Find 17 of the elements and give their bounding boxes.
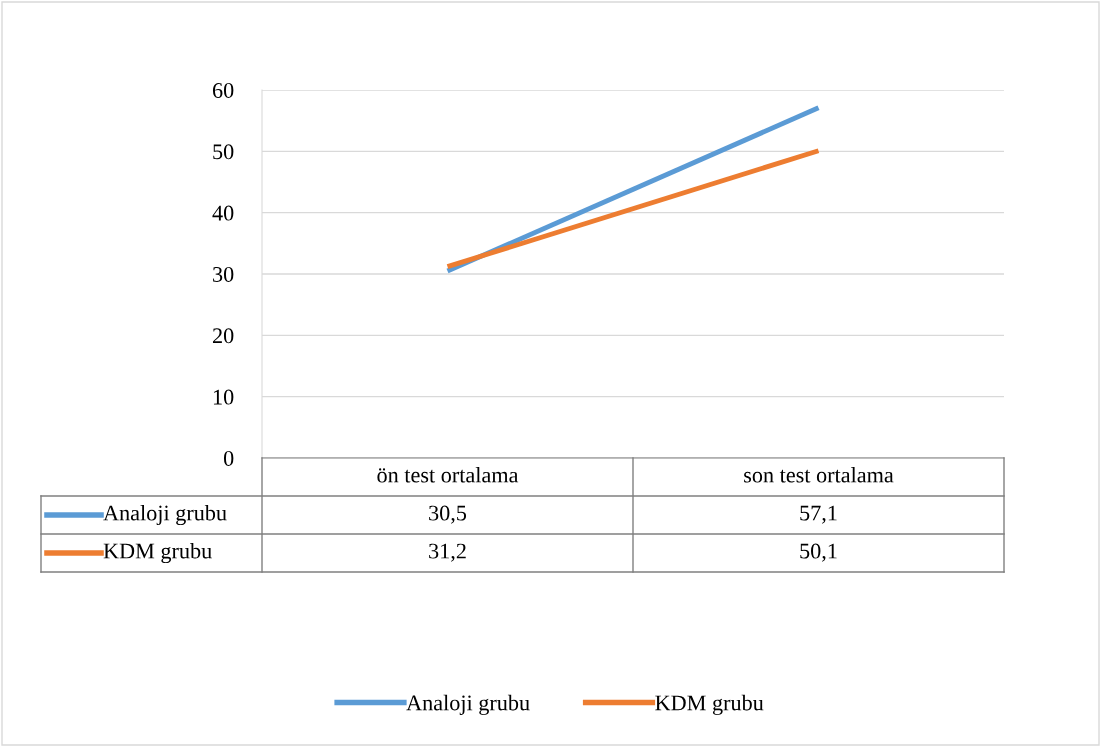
text: KDM grubu (655, 694, 764, 715)
y-tick-label: 30 (213, 266, 234, 282)
y-tick-label: 40 (212, 205, 234, 221)
y-tick-label: 0 (223, 450, 234, 466)
data-label: 50,1 (800, 543, 837, 562)
legend-label: KDM grubu (103, 542, 212, 564)
y-tick-label: 20 (212, 328, 234, 344)
x-tick-label: ön test ortalama (377, 466, 519, 483)
data-label: 30,5 (429, 505, 467, 524)
y-tick-label: 10 (213, 389, 234, 405)
legend-label: Analoji grubu (103, 504, 227, 526)
text: Analoji grubu (406, 694, 530, 715)
x-tick-label: son test ortalama (744, 466, 894, 483)
data-label: 31,2 (429, 543, 466, 562)
data-label: 57,1 (800, 505, 837, 524)
y-tick-label: 50 (213, 144, 234, 160)
y-tick-label: 60 (212, 82, 234, 98)
